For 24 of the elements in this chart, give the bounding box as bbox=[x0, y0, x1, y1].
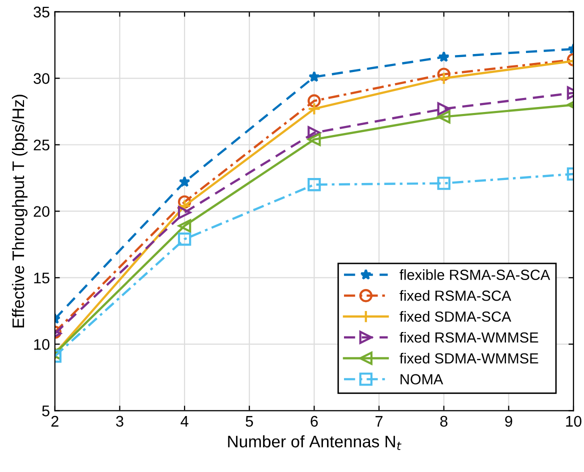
x-tick-label: 5 bbox=[246, 416, 253, 427]
legend-label: fixed SDMA-SCA bbox=[400, 311, 512, 322]
y-axis-title: Effective Throughput T (bps/Hz) bbox=[12, 94, 28, 328]
y-tick-label: 10 bbox=[34, 339, 50, 350]
x-tick-label: 10 bbox=[566, 416, 582, 427]
x-tick-label: 7 bbox=[376, 416, 382, 427]
x-tick-label: 3 bbox=[116, 416, 124, 427]
y-tick-label: 30 bbox=[34, 73, 50, 84]
x-axis-title: Number of Antennas N$_{t}$ bbox=[228, 435, 402, 450]
y-tick-label: 5 bbox=[42, 406, 50, 416]
x-tick-label: 9 bbox=[505, 416, 512, 427]
y-tick-label: 25 bbox=[34, 140, 50, 150]
legend-label: fixed RSMA-SCA bbox=[400, 290, 512, 301]
y-tick-label: 20 bbox=[34, 206, 50, 217]
legend-label: fixed RSMA-WMMSE bbox=[400, 332, 538, 343]
legend-label: flexible RSMA-SA-SCA bbox=[400, 269, 550, 280]
x-tick-label: 8 bbox=[440, 416, 448, 427]
x-tick-label: 2 bbox=[51, 416, 58, 427]
y-tick-label: 35 bbox=[34, 6, 50, 18]
legend-label: fixed SDMA-WMMSE bbox=[400, 352, 538, 364]
y-tick-label: 15 bbox=[34, 272, 50, 284]
x-tick-label: 4 bbox=[180, 416, 188, 427]
legend-label: NOMA bbox=[400, 374, 444, 384]
x-tick-label: 6 bbox=[310, 416, 318, 427]
